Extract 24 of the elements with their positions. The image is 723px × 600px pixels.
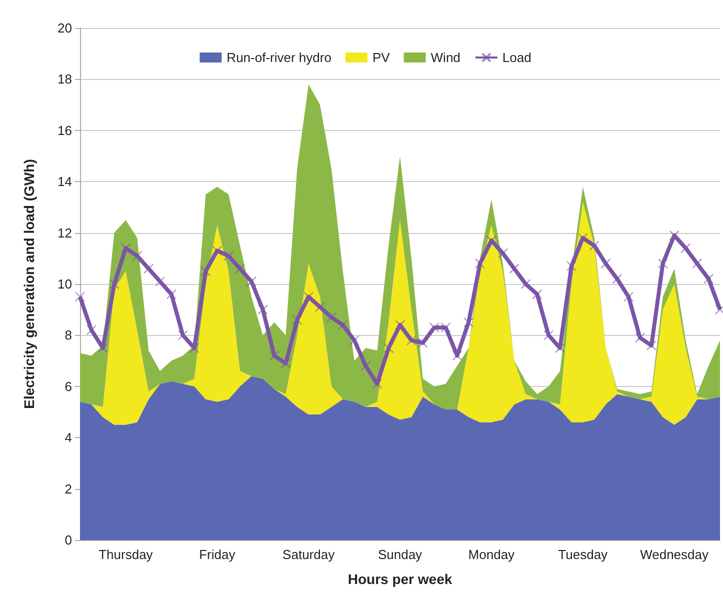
- y-tick-label: 12: [58, 225, 72, 240]
- legend-label: Run-of-river hydro: [226, 50, 332, 65]
- x-tick-label: Saturday: [282, 547, 336, 562]
- x-tick-label: Wednesday: [640, 547, 709, 562]
- y-tick-label: 18: [58, 72, 72, 87]
- y-tick-label: 2: [64, 481, 72, 496]
- y-tick-label: 8: [64, 328, 72, 343]
- x-tick-label: Monday: [468, 547, 516, 562]
- y-tick-label: 20: [58, 20, 72, 36]
- x-axis-title: Hours per week: [348, 571, 452, 587]
- y-tick-label: 10: [58, 276, 72, 292]
- x-tick-label: Sunday: [378, 547, 423, 562]
- x-tick-label: Friday: [199, 547, 236, 562]
- legend-label: Wind: [430, 50, 460, 65]
- legend-label: Load: [502, 50, 532, 65]
- y-axis-title: Electricity generation and load (GWh): [21, 159, 37, 409]
- y-tick-label: 16: [58, 122, 72, 138]
- y-tick-label: 4: [64, 430, 72, 446]
- x-tick-label: Tuesday: [558, 547, 608, 562]
- legend-label: PV: [372, 50, 390, 65]
- x-tick-label: Thursday: [98, 547, 154, 562]
- y-tick-label: 14: [58, 174, 72, 190]
- y-tick-label: 0: [64, 532, 72, 548]
- y-tick-label: 6: [64, 378, 72, 394]
